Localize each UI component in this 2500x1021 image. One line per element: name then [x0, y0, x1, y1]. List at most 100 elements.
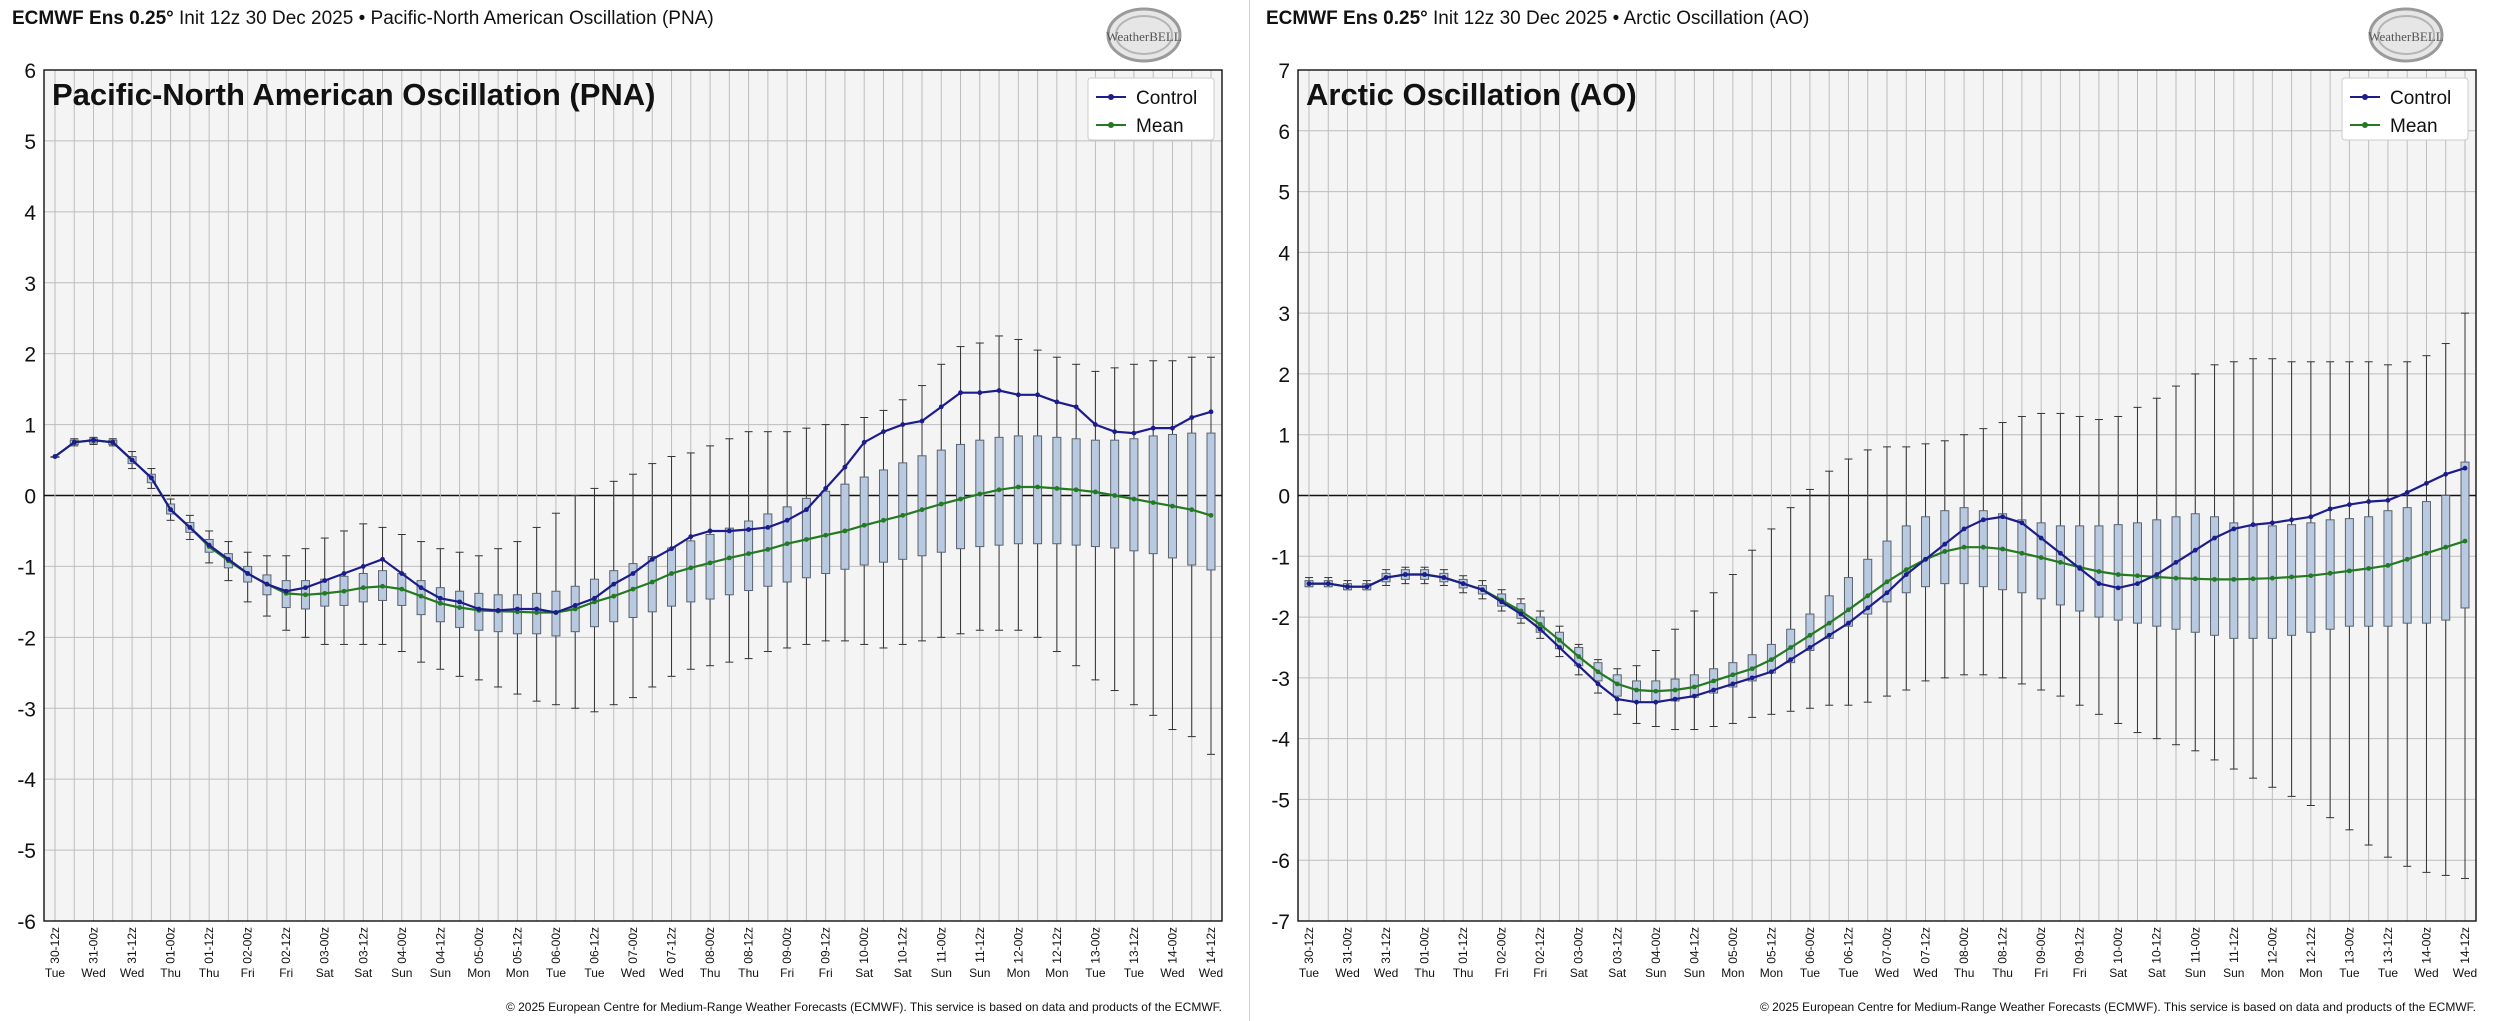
ao-mean-point [1691, 684, 1697, 690]
pna-day-label: Sat [855, 966, 874, 980]
ao-y-tick-label: 5 [1278, 182, 1290, 205]
logo-text: WeatherBELL [1106, 29, 1182, 44]
ao-x-tick-label: 05-00z [1726, 927, 1740, 964]
ao-ensemble-box [1863, 558, 1873, 615]
panel-divider [1249, 0, 1250, 1021]
pna-ensemble-box [667, 547, 677, 607]
pna-day-label: Wed [1160, 966, 1184, 980]
pna-mean-point [726, 555, 732, 561]
pna-control-point [110, 439, 116, 445]
ao-mean-point [2462, 538, 2468, 544]
ao-footer-credit: © 2025 European Centre for Medium-Range … [1760, 1000, 2476, 1014]
ao-control-point [1441, 575, 1447, 580]
ao-mean-point [1846, 607, 1851, 613]
pna-control-point [1131, 430, 1137, 436]
ao-y-tick-label: 2 [1278, 364, 1290, 387]
ao-ensemble-box [2248, 525, 2258, 639]
ao-x-tick-label: 10-12z [2150, 927, 2164, 964]
pna-control-point [996, 388, 1002, 393]
ao-mean-point [1769, 657, 1774, 663]
pna-x-tick-label: 02-12z [279, 927, 293, 964]
ao-control-point [2327, 506, 2333, 512]
pna-control-point [842, 464, 848, 470]
ao-mean-point [1980, 544, 1986, 550]
ao-ensemble-box [2267, 525, 2277, 639]
ao-x-tick-label: 12-12z [2304, 927, 2318, 964]
pna-mean-point [919, 507, 925, 513]
ao-x-tick-label: 10-00z [2111, 927, 2125, 964]
ao-control-point [1730, 681, 1736, 687]
pna-ensemble-box [1187, 432, 1197, 566]
ao-ensemble-box [2383, 510, 2393, 627]
ao-control-point [1923, 556, 1928, 562]
weatherbell-logo-icon: WeatherBELL [2368, 7, 2444, 63]
ao-y-tick-label: -6 [1271, 850, 1290, 873]
ao-control-point [1460, 581, 1466, 587]
ao-control-point [2347, 502, 2352, 508]
pna-mean-point [380, 583, 385, 589]
pna-x-tick-label: 03-12z [356, 927, 370, 964]
pna-ensemble-box [936, 449, 946, 553]
ao-x-tick-label: 06-00z [1803, 927, 1817, 964]
pna-ensemble-box [1148, 435, 1158, 555]
ao-mean-point [2096, 569, 2102, 574]
pna-ensemble-box [705, 534, 715, 600]
ao-ensemble-box [2364, 516, 2374, 627]
ao-day-label: Sun [2223, 966, 2244, 980]
pna-control-point [168, 507, 174, 513]
pna-mean-point [1054, 486, 1060, 491]
ao-day-label: Tue [1299, 966, 1320, 980]
pna-control-point [630, 571, 636, 576]
pna-x-tick-label: 01-00z [164, 927, 178, 964]
ao-mean-point [2404, 556, 2410, 562]
pna-mean-point [1131, 496, 1137, 502]
pna-mean-point [804, 537, 809, 542]
ao-mean-point [1576, 654, 1582, 659]
pna-mean-point [534, 610, 540, 615]
ao-control-point [1980, 517, 1986, 523]
ao-mean-point [2385, 563, 2391, 568]
pna-control-point [572, 603, 578, 608]
pna-x-tick-label: 08-12z [742, 927, 756, 964]
pna-ensemble-box [512, 594, 522, 635]
ao-control-point [1537, 626, 1543, 632]
ao-mean-point [1614, 681, 1620, 687]
ao-mean-point [2231, 576, 2237, 582]
pna-ensemble-box [840, 483, 850, 570]
pna-mean-point [765, 546, 771, 552]
ao-control-point [1499, 599, 1505, 605]
ao-x-tick-label: 02-00z [1495, 927, 1509, 964]
pna-x-tick-label: 12-00z [1011, 927, 1025, 964]
pna-control-point [534, 606, 540, 612]
ao-y-tick-label: -4 [1271, 729, 1290, 752]
ao-x-tick-label: 03-12z [1610, 927, 1624, 964]
ao-ensemble-box [2287, 524, 2297, 636]
pna-chart-title: Pacific-North American Oscillation (PNA) [52, 77, 655, 112]
ao-x-tick-label: 04-12z [1687, 927, 1701, 964]
pna-plot-frame [43, 69, 1223, 922]
pna-day-label: Sun [969, 966, 990, 980]
pna-mean-point [842, 528, 848, 534]
pna-mean-point [572, 606, 578, 612]
pna-control-point [129, 457, 135, 463]
ao-control-point [1942, 541, 1948, 547]
ao-day-label: Tue [1800, 966, 1821, 980]
ao-control-point [2058, 550, 2063, 556]
pna-mean-point [457, 605, 462, 610]
pna-control-point [592, 595, 597, 601]
ao-x-tick-label: 06-12z [1841, 927, 1855, 964]
pna-mean-point [360, 585, 366, 591]
pna-day-label: Sat [894, 966, 913, 980]
ao-control-point [1865, 605, 1871, 611]
ao-ensemble-box [1901, 525, 1911, 594]
ao-y-tick-label: -5 [1271, 789, 1290, 812]
pna-control-point [804, 507, 809, 513]
ao-control-point [1634, 699, 1639, 705]
pna-mean-point [784, 541, 790, 547]
ao-day-label: Wed [1374, 966, 1398, 980]
pna-control-point [1015, 392, 1021, 398]
pna-x-tick-label: 02-00z [241, 927, 255, 964]
ao-day-label: Sat [2148, 966, 2167, 980]
ao-control-point [1749, 675, 1755, 681]
ao-control-point [1807, 645, 1813, 650]
